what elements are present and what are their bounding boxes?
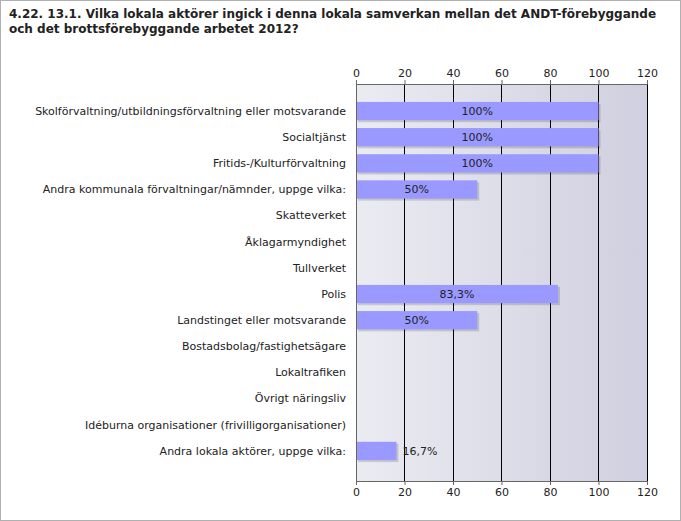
tick-label: 60 (495, 486, 509, 499)
bar (356, 285, 558, 303)
grid (356, 84, 647, 481)
tick-mark (647, 80, 648, 84)
tick: 20 (398, 67, 412, 84)
plot-background (356, 84, 647, 481)
category-label: Landstinget eller motsvarande (177, 314, 346, 327)
tick: 20 (398, 481, 412, 499)
data-labels: 100% 100% 100% 50% 83,3% 50% 16,7% (402, 105, 492, 458)
tick-label: 20 (398, 486, 412, 499)
tick: 40 (447, 67, 461, 84)
tick-label: 60 (495, 67, 509, 80)
category-label: Skolförvaltning/utbildningsförvaltning e… (35, 105, 346, 118)
category-label: Polis (321, 288, 346, 301)
axis-line (357, 80, 648, 85)
tick: 100 (589, 67, 610, 84)
category-label: Lokaltrafiken (275, 366, 346, 379)
data-label: 50% (404, 314, 428, 327)
category-label: Tullverket (292, 262, 347, 275)
tick-mark (550, 80, 551, 84)
tick-label: 40 (447, 486, 461, 499)
tick-mark (453, 80, 454, 84)
bar (356, 442, 396, 460)
tick: 60 (495, 481, 509, 499)
tick-label: 100 (589, 486, 610, 499)
data-label: 100% (462, 157, 493, 170)
bar (356, 180, 477, 198)
category-label: Fritids-/Kulturförvaltning (213, 157, 346, 170)
tick: 80 (544, 481, 558, 499)
category-label: Bostadsbolag/fastighetsägare (182, 340, 346, 353)
data-label: 83,3% (440, 288, 475, 301)
tick-mark (550, 481, 551, 485)
tick-mark (502, 80, 503, 84)
tick-label: 40 (447, 67, 461, 80)
category-label: Åklagarmyndighet (245, 236, 347, 249)
tick-label: 120 (637, 67, 658, 80)
tick-label: 20 (398, 67, 412, 80)
tick-mark (647, 481, 648, 485)
data-label: 16,7% (402, 445, 437, 458)
tick-mark (405, 481, 406, 485)
tick-mark (599, 481, 600, 485)
x-axis-top: 0 20 40 60 80 100 120 (353, 67, 658, 85)
category-label: Socialtjänst (282, 131, 346, 144)
tick: 40 (447, 481, 461, 499)
category-label: Övrigt näringsliv (255, 392, 347, 405)
bar (356, 128, 599, 146)
tick: 60 (495, 67, 509, 84)
category-label: Andra kommunala förvaltningar/nämnder, u… (43, 183, 346, 196)
tick: 0 (353, 481, 360, 499)
tick-label: 80 (544, 67, 558, 80)
tick: 120 (637, 67, 658, 84)
bar (356, 311, 477, 329)
tick-mark (356, 80, 357, 84)
tick: 120 (637, 481, 658, 499)
tick-mark (599, 80, 600, 84)
bar (356, 102, 599, 120)
chart: 0 20 40 60 80 100 120 0 20 40 60 80 100 120 Skolförval… (1, 1, 680, 520)
category-label: Idéburna organisationer (frivilligorgani… (85, 419, 346, 432)
data-label: 100% (462, 105, 493, 118)
data-label: 100% (462, 131, 493, 144)
axis-line (357, 482, 648, 486)
tick-mark (453, 481, 454, 485)
tick-label: 80 (544, 486, 558, 499)
tick-mark (405, 80, 406, 84)
tick-label: 100 (589, 67, 610, 80)
tick-label: 0 (353, 67, 360, 80)
tick: 80 (544, 67, 558, 84)
category-label: Skatteverket (276, 209, 347, 222)
grid-line (647, 84, 648, 481)
data-label: 50% (404, 183, 428, 196)
tick-label: 0 (353, 486, 360, 499)
tick-mark (502, 481, 503, 485)
x-axis-bottom: 0 20 40 60 80 100 120 (353, 481, 658, 499)
bar (356, 154, 599, 172)
category-label: Andra lokala aktörer, uppge vilka: (160, 445, 346, 458)
plot-edge (356, 84, 357, 481)
chart-title: 4.22. 13.1. Vilka lokala aktörer ingick … (9, 7, 659, 37)
tick-label: 120 (637, 486, 658, 499)
category-labels: Skolförvaltning/utbildningsförvaltning e… (35, 105, 347, 458)
tick: 0 (353, 67, 360, 84)
tick-mark (356, 481, 357, 485)
bars (356, 102, 601, 462)
grid-line (356, 84, 357, 481)
tick: 100 (589, 481, 610, 499)
